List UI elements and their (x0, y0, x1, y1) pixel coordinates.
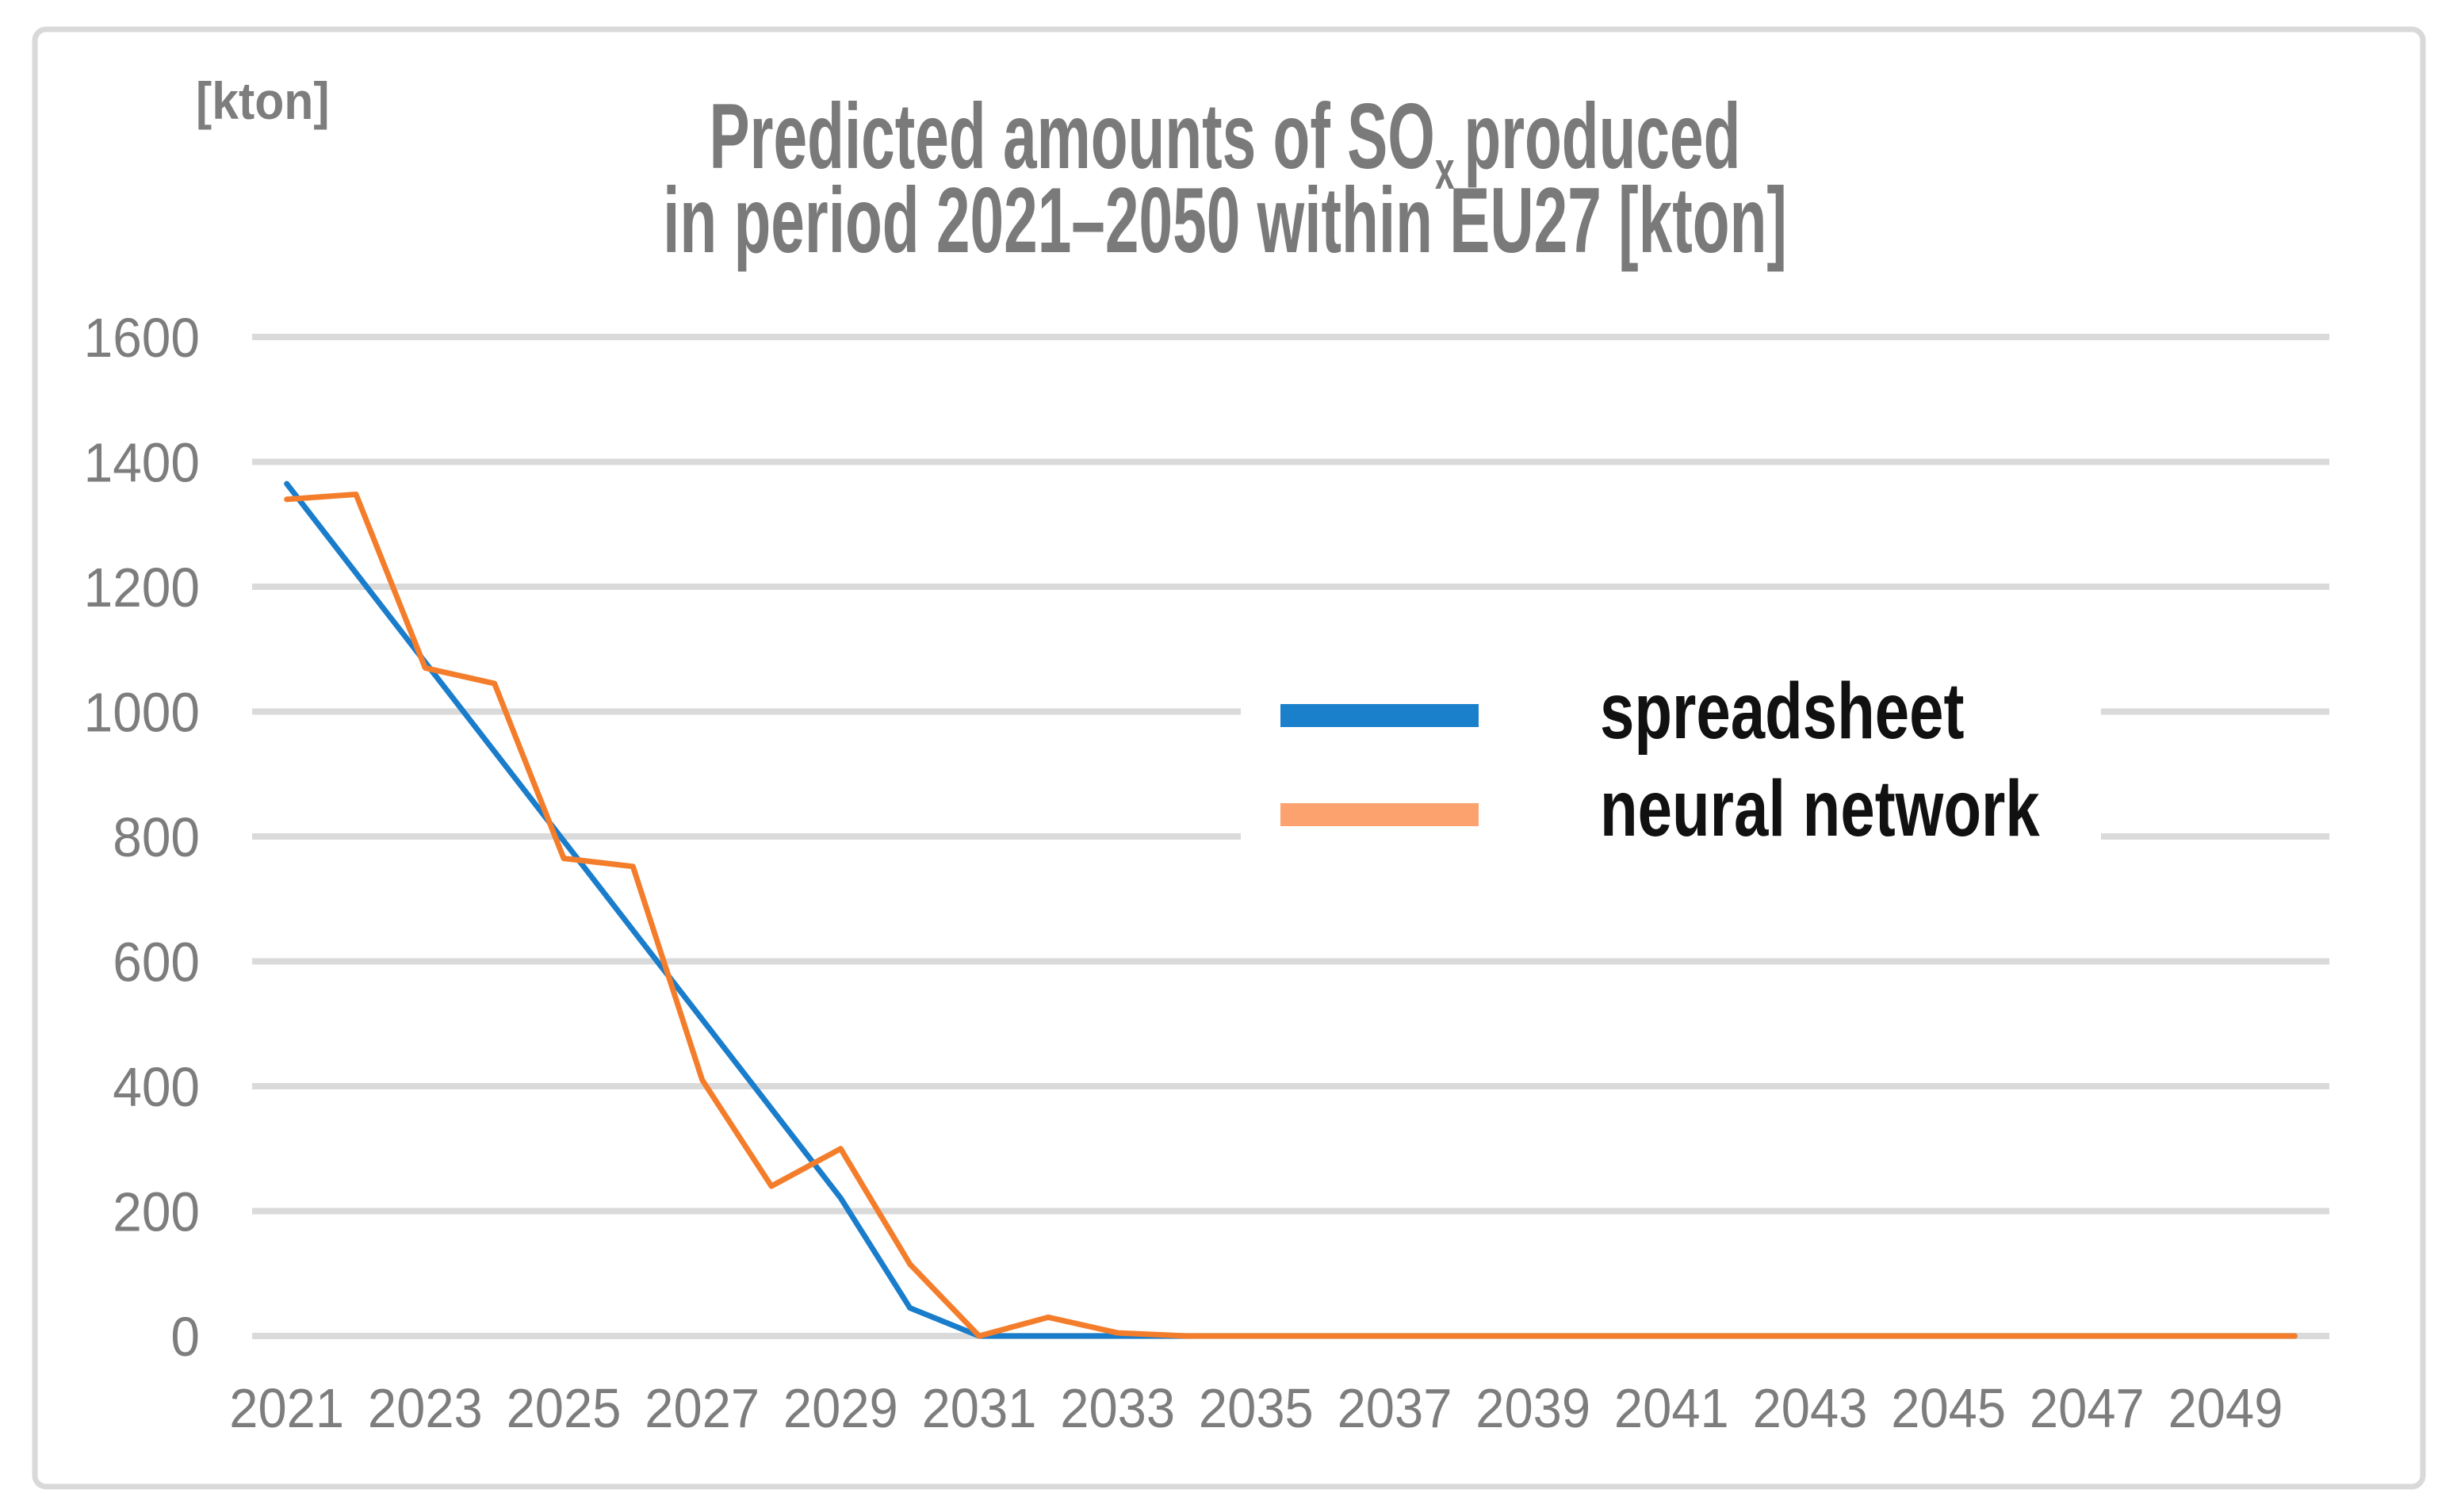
legend-swatch-neural-network (1280, 803, 1479, 826)
series-line-neural-network (284, 492, 2298, 1339)
chart-title-line1-pre: Predicted amounts of SO (710, 84, 1435, 188)
x-axis-tick-label: 2021 (229, 1378, 344, 1440)
legend: spreadsheet neural network (1280, 668, 2040, 854)
legend-label-spreadsheet: spreadsheet (1600, 668, 1964, 756)
x-axis-tick-label: 2035 (1199, 1378, 1314, 1440)
y-axis-tick-label: 1000 (84, 683, 200, 744)
x-axis-tick-label: 2023 (368, 1378, 483, 1440)
x-axis-tick-label: 2047 (2030, 1378, 2145, 1440)
x-axis-tick-label: 2049 (2168, 1378, 2283, 1440)
x-axis-tick-label: 2045 (1891, 1378, 2006, 1440)
x-axis-tick-label: 2027 (645, 1378, 760, 1440)
legend-swatch-spreadsheet (1280, 704, 1479, 727)
x-axis-tick-label: 2039 (1475, 1378, 1590, 1440)
y-axis-tick-label: 400 (113, 1057, 200, 1118)
x-axis-tick-label: 2031 (922, 1378, 1037, 1440)
x-axis-tick-label: 2041 (1614, 1378, 1729, 1440)
y-axis-tick-label: 0 (170, 1307, 200, 1368)
y-axis-tick-label: 800 (113, 807, 200, 868)
chart-frame-border (32, 26, 2426, 1490)
y-axis-tick-label: 600 (113, 932, 200, 993)
y-axis-tick-label: 1400 (84, 433, 200, 494)
x-axis-tick-label: 2029 (783, 1378, 898, 1440)
x-axis-tick-label: 2043 (1753, 1378, 1868, 1440)
x-axis-tick-label: 2033 (1060, 1378, 1175, 1440)
chart-title-line2: in period 2021–2050 within EU27 [kton] (663, 168, 1787, 272)
x-axis-tick-label: 2037 (1338, 1378, 1452, 1440)
x-axis-tick-labels: 2021 2023 2025 2027 2029 2031 2033 2035 2037 2039… (229, 1378, 2283, 1440)
chart-title-subscript-x: x (1435, 141, 1455, 201)
legend-label-neural-network: neural network (1600, 765, 2040, 854)
series-lines (284, 480, 2298, 1339)
y-axis-tick-labels: 0 200 400 600 800 1000 1200 1400 1600 (84, 308, 200, 1368)
chart-title-line1: Predicted amounts of SOx produced (710, 84, 1741, 201)
y-axis-tick-label: 200 (113, 1182, 200, 1243)
y-axis-tick-label: 1200 (84, 557, 200, 618)
chart-title-line1-post: produced (1464, 84, 1740, 188)
y-axis-unit-label: [kton] (196, 73, 330, 131)
y-axis-tick-label: 1600 (84, 308, 200, 369)
x-axis-tick-label: 2025 (507, 1378, 622, 1440)
legend-background (1241, 670, 2101, 860)
